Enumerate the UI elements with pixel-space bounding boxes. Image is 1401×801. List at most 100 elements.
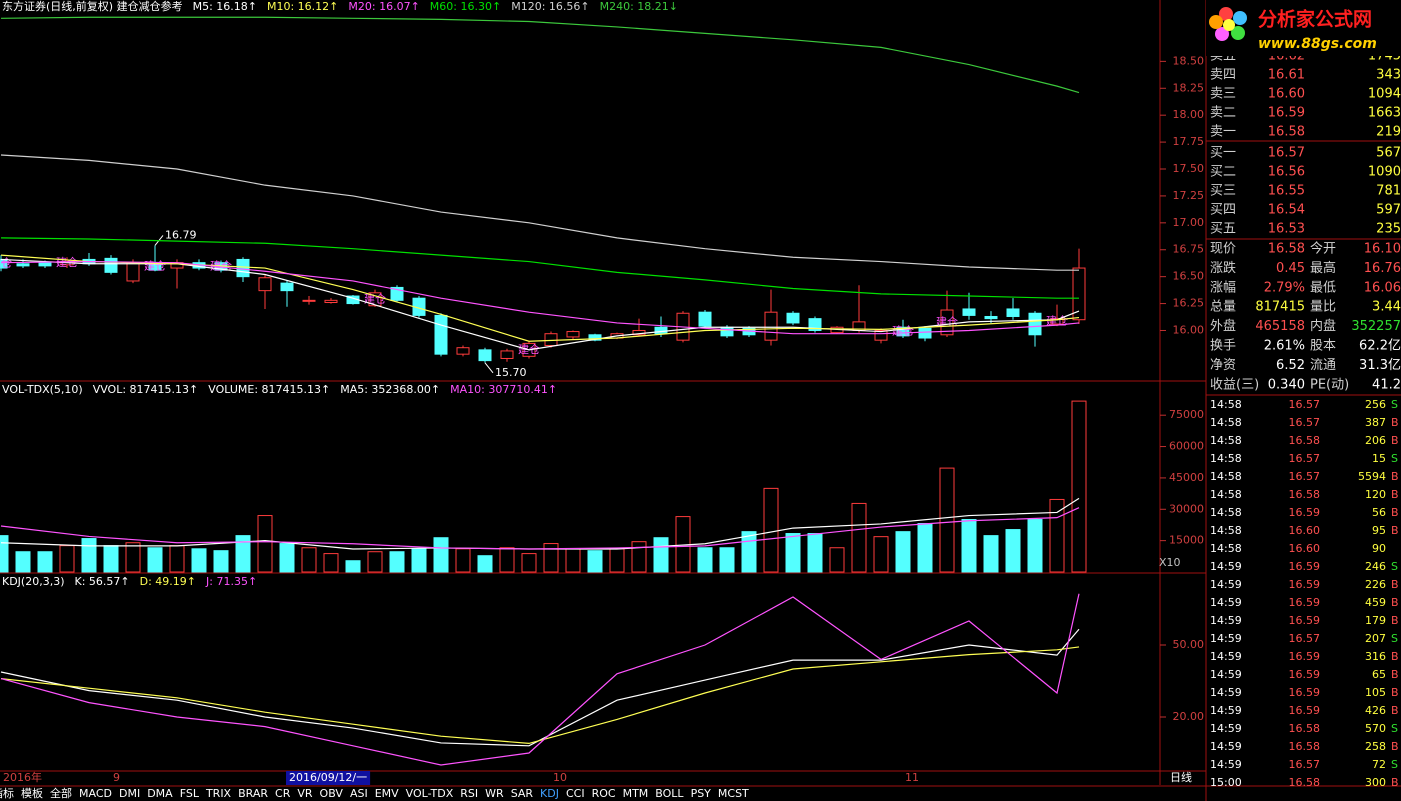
volume-bar (697, 547, 713, 573)
legend-item: K: 56.57↑ (75, 575, 130, 588)
trade-price: 16.59 (1289, 686, 1321, 699)
volume-bar (0, 535, 9, 573)
quote-value: 16.58 (1268, 242, 1305, 257)
candle-body (720, 326, 734, 337)
tab[interactable]: MCST (718, 787, 749, 800)
quote-value: 31.3亿 (1359, 358, 1401, 373)
quote-label: 内盘 (1310, 318, 1336, 334)
tab[interactable]: PSY (691, 787, 712, 800)
legend-item: KDJ(20,3,3) (2, 575, 65, 588)
tab[interactable]: MACD (79, 787, 112, 800)
trade-flag: S (1391, 560, 1398, 573)
trade-flag: B (1391, 686, 1399, 699)
candle-body (258, 277, 272, 292)
x-tick-label: 10 (553, 771, 567, 784)
quote-label: 最低 (1310, 280, 1336, 295)
trade-volume: 90 (1372, 542, 1386, 555)
quote-value: 6.52 (1276, 358, 1305, 373)
trade-flag: B (1391, 470, 1399, 483)
trade-time: 14:58 (1210, 506, 1242, 519)
quote-value: 0.340 (1268, 377, 1305, 392)
volume-bar (15, 551, 31, 573)
trade-price: 16.58 (1289, 488, 1321, 501)
tab[interactable]: MTM (623, 787, 649, 800)
candle-body (588, 334, 602, 341)
tab[interactable]: 模板 (21, 786, 43, 800)
trade-price: 16.60 (1289, 524, 1321, 537)
tab[interactable]: 指标 (0, 786, 14, 800)
trade-flag: B (1391, 668, 1399, 681)
x-tick-label: 2016年 (3, 770, 42, 784)
tab[interactable]: VOL-TDX (406, 787, 454, 800)
trade-flag: B (1391, 596, 1399, 609)
trade-volume: 226 (1365, 578, 1386, 591)
tab[interactable]: DMA (147, 787, 173, 800)
logo-url: www.88gs.com (1258, 36, 1377, 52)
book-volume: 567 (1376, 146, 1401, 161)
trade-volume: 258 (1365, 740, 1386, 753)
tab[interactable]: FSL (180, 787, 200, 800)
tab[interactable]: CR (275, 787, 291, 800)
tab[interactable]: BRAR (238, 787, 268, 800)
candle-body (808, 318, 822, 331)
volume-bar (851, 502, 867, 573)
quote-label: 涨幅 (1210, 280, 1236, 295)
quote-label: 股本 (1310, 339, 1336, 354)
quote-label: 涨跌 (1210, 260, 1236, 276)
tab[interactable]: 全部 (50, 786, 72, 800)
tab[interactable]: ROC (592, 787, 616, 800)
tab[interactable]: KDJ (540, 787, 559, 800)
y-tick-label: 18.50 (1173, 54, 1205, 67)
tab[interactable]: SAR (511, 787, 534, 800)
legend-item: MA5: 352368.00↑ (340, 383, 440, 396)
book-volume: 597 (1376, 203, 1401, 218)
annotation: 15.70 (495, 366, 527, 379)
candle-body (302, 299, 316, 302)
volume-bar (125, 542, 141, 573)
volume-bar (785, 533, 801, 573)
trade-price: 16.57 (1289, 758, 1321, 771)
candle-body (984, 315, 998, 320)
volume-bar (1005, 529, 1021, 573)
tab[interactable]: ASI (350, 787, 368, 800)
trade-volume: 207 (1365, 632, 1386, 645)
quote-label: 换手 (1210, 339, 1236, 354)
quote-value: 817415 (1255, 300, 1305, 315)
candle-body (698, 311, 712, 327)
candle-body (962, 308, 976, 316)
trade-price: 16.60 (1289, 542, 1321, 555)
y-tick-label: 17.50 (1173, 162, 1205, 175)
tab[interactable]: TRIX (205, 787, 232, 800)
quote-label: 量比 (1310, 300, 1336, 315)
book-volume: 235 (1376, 222, 1401, 237)
quote-value: 16.10 (1364, 242, 1401, 257)
trade-flag: S (1391, 758, 1398, 771)
trade-time: 14:59 (1210, 578, 1242, 591)
petal (1233, 11, 1247, 25)
candle-body (236, 258, 250, 278)
tab[interactable]: CCI (566, 787, 585, 800)
tab[interactable]: DMI (119, 787, 140, 800)
volume-bar (147, 547, 163, 573)
tab[interactable]: BOLL (655, 787, 684, 800)
trade-volume: 459 (1365, 596, 1386, 609)
volume-bar (367, 551, 383, 573)
y-tick-label: 20.00 (1173, 710, 1205, 723)
trade-flag: B (1391, 488, 1399, 501)
tab[interactable]: OBV (320, 787, 344, 800)
tab[interactable]: RSI (460, 787, 478, 800)
tab[interactable]: WR (485, 787, 504, 800)
tab[interactable]: EMV (375, 787, 399, 800)
volume-bar (543, 543, 559, 573)
x-tick-label: 11 (905, 771, 919, 784)
candle-body (324, 299, 338, 303)
quote-label: 现价 (1210, 242, 1236, 257)
trade-volume: 316 (1365, 650, 1386, 663)
trade-time: 14:59 (1210, 722, 1242, 735)
trade-price: 16.58 (1289, 434, 1321, 447)
trade-flag: S (1391, 398, 1398, 411)
book-price: 16.57 (1268, 146, 1305, 161)
tab[interactable]: VR (297, 787, 313, 800)
quote-label: 流通 (1310, 358, 1336, 373)
trade-flag: B (1391, 524, 1399, 537)
